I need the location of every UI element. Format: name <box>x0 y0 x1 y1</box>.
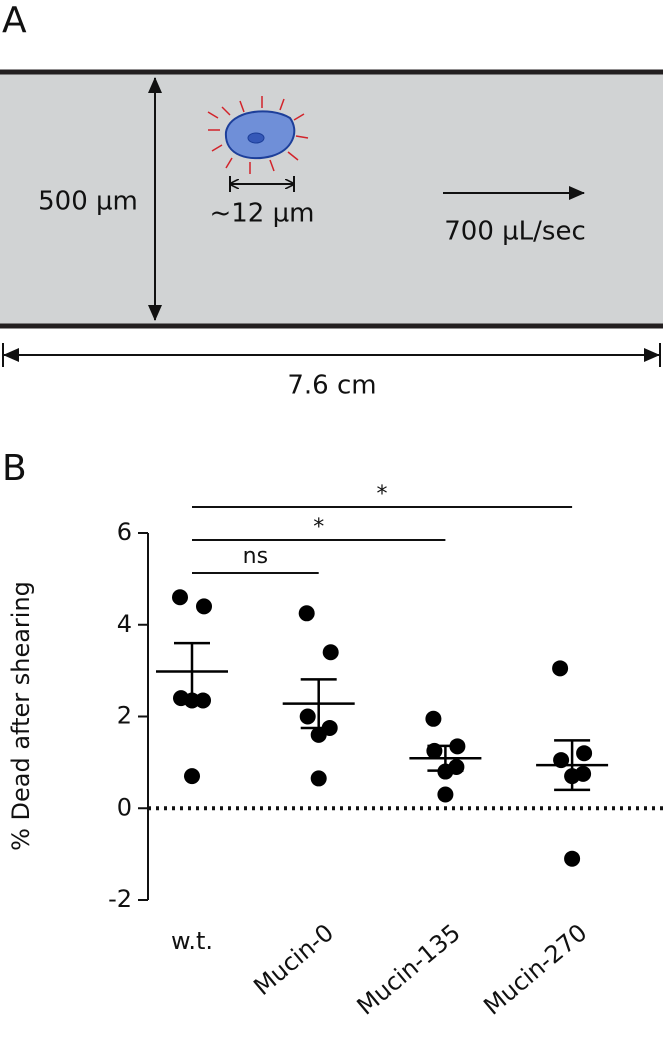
y-tick-label: 4 <box>117 610 132 638</box>
x-tick-label: Mucin-135 <box>352 919 466 1021</box>
x-tick-label: w.t. <box>171 927 213 955</box>
panel-a: A 500 µm ~12 µm 700 µL/sec 7.6 cm <box>0 0 663 401</box>
y-tick-label: 0 <box>117 793 132 821</box>
data-point <box>184 768 200 785</box>
cell <box>207 96 309 174</box>
y-axis-label: % Dead after shearing <box>7 581 35 851</box>
data-point <box>172 589 188 606</box>
data-point <box>196 598 212 615</box>
y-tick-label: 2 <box>117 702 132 730</box>
height-label: 500 µm <box>38 187 138 217</box>
data-point <box>310 726 327 743</box>
panel-label: A <box>2 0 27 41</box>
significance-label: ns <box>243 544 268 569</box>
channel <box>0 72 663 326</box>
data-point <box>299 708 316 725</box>
data-point <box>322 644 339 661</box>
data-point <box>437 786 454 803</box>
error-bar <box>174 641 210 702</box>
data-point <box>310 770 327 787</box>
data-point <box>576 745 593 762</box>
data-point <box>564 850 581 867</box>
panel-label: B <box>2 448 27 489</box>
error-bar <box>554 739 591 792</box>
nucleus <box>247 132 265 144</box>
data-point <box>552 660 569 677</box>
y-tick-label: 6 <box>117 518 132 546</box>
error-bar <box>427 744 464 772</box>
data-point <box>425 710 442 727</box>
flow-label: 700 µL/sec <box>444 217 586 247</box>
x-tick-label: Mucin-270 <box>478 919 592 1021</box>
length-label: 7.6 cm <box>287 371 376 401</box>
x-tick-label: Mucin-0 <box>248 919 339 1001</box>
significance-label: * <box>313 515 324 540</box>
data-point <box>298 605 315 622</box>
significance-label: * <box>377 482 388 507</box>
error-bar <box>300 678 337 730</box>
size-label: ~12 µm <box>209 199 314 229</box>
y-tick-label: -2 <box>108 885 132 913</box>
